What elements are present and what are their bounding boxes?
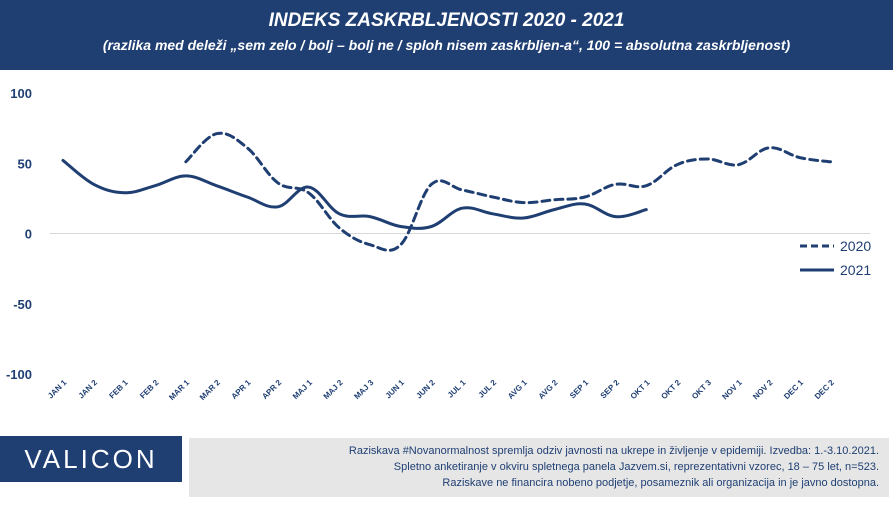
- y-axis: 100 50 0 -50 -100: [6, 86, 870, 382]
- x-tick-label: MAR 2: [198, 378, 222, 402]
- x-tick-label: SEP 2: [599, 378, 622, 401]
- x-tick-label: DEC 2: [813, 378, 836, 401]
- x-tick-label: NOV 1: [720, 378, 744, 402]
- series-line-2021: [61, 158, 648, 230]
- series-layer: [61, 131, 832, 252]
- x-tick-label: MAJ 2: [322, 378, 345, 401]
- x-tick-label: JAN 1: [46, 378, 69, 401]
- series-line-2020: [184, 131, 832, 252]
- y-tick-label: -100: [6, 367, 32, 382]
- y-tick-label: 100: [10, 86, 32, 101]
- x-tick-label: DEC 1: [782, 378, 805, 401]
- footnote-line-3: Raziskave ne financira nobeno podjetje, …: [442, 477, 879, 489]
- x-tick-label: AVG 1: [506, 378, 529, 401]
- line-chart: 100 50 0 -50 -100 JAN 1 JAN 2 FEB 1 FEB 2 MAR 1 M…: [6, 86, 871, 402]
- x-tick-label: SEP 1: [568, 378, 591, 401]
- x-axis: JAN 1 JAN 2 FEB 1 FEB 2 MAR 1 MAR 2 APR 1 APR 2…: [46, 378, 836, 402]
- x-tick-label: APR 2: [260, 378, 283, 401]
- legend: 2020 2021: [800, 238, 871, 278]
- x-tick-label: JUL 1: [446, 378, 468, 400]
- chart-title: INDEKS ZASKRBLJENOSTI 2020 - 2021: [268, 10, 625, 31]
- x-tick-label: NOV 2: [751, 378, 775, 402]
- y-tick-label: 0: [25, 227, 32, 242]
- x-tick-label: JUN 1: [384, 378, 407, 401]
- x-tick-label: OKT 3: [690, 378, 713, 401]
- x-tick-label: JAN 2: [77, 378, 100, 401]
- x-tick-label: MAJ 3: [352, 378, 375, 401]
- x-tick-label: FEB 2: [138, 378, 161, 401]
- x-tick-label: OKT 1: [629, 378, 652, 401]
- chart-header: INDEKS ZASKRBLJENOSTI 2020 - 2021 (razli…: [0, 0, 893, 70]
- x-tick-label: FEB 1: [107, 378, 130, 401]
- x-tick-label: MAJ 1: [291, 378, 314, 401]
- chart-subtitle: (razlika med deleži „sem zelo / bolj – b…: [102, 37, 791, 53]
- x-tick-label: MAR 1: [167, 378, 191, 402]
- y-tick-label: 50: [18, 156, 32, 171]
- footnote: Raziskava #Novanormalnost spremlja odziv…: [189, 438, 889, 497]
- x-tick-label: APR 1: [230, 378, 253, 401]
- valicon-logo: VALICON: [0, 436, 182, 482]
- x-tick-label: OKT 2: [659, 378, 682, 401]
- footnote-line-1: Raziskava #Novanormalnost spremlja odziv…: [348, 445, 879, 457]
- legend-label: 2021: [840, 262, 871, 278]
- x-tick-label: JUL 2: [477, 378, 499, 400]
- x-tick-label: JUN 2: [414, 378, 437, 401]
- y-tick-label: -50: [13, 297, 32, 312]
- footnote-line-2: Spletno anketiranje v okviru spletnega p…: [393, 461, 879, 473]
- x-tick-label: AVG 2: [537, 378, 560, 401]
- legend-label: 2020: [840, 238, 871, 254]
